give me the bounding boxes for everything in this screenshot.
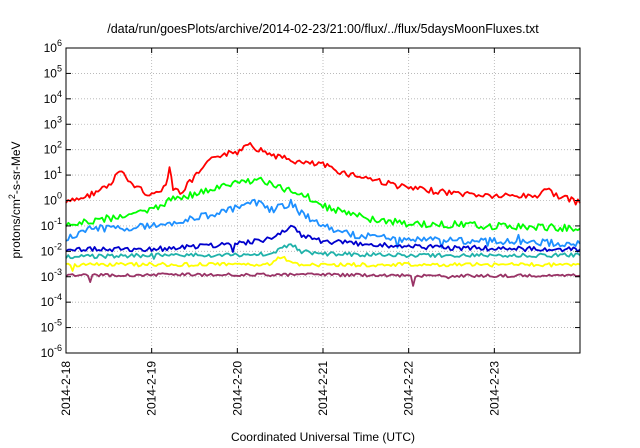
x-tick-label: 2014-2-18	[59, 361, 73, 416]
y-tick-label: 10-5	[41, 318, 62, 335]
y-tick-label: 10-3	[41, 267, 62, 284]
y-tick-label: 101	[44, 165, 62, 182]
series-line	[65, 176, 581, 233]
grid	[66, 48, 580, 353]
y-tick-label: 10-2	[41, 241, 62, 258]
y-tick-label: 102	[44, 140, 62, 157]
y-tick-label: 104	[44, 89, 62, 106]
y-tick-label: 106	[44, 38, 62, 55]
y-tick-label: 10-1	[41, 216, 62, 233]
y-axis-label: protons/cm2-s-sr-MeV	[7, 141, 23, 258]
x-tick-label: 2014-2-23	[487, 361, 501, 416]
y-tick-label: 105	[44, 63, 62, 80]
y-tick-label: 103	[44, 114, 62, 131]
y-tick-label: 100	[44, 191, 62, 208]
x-tick-label: 2014-2-20	[230, 361, 244, 416]
chart-title: /data/run/goesPlots/archive/2014-02-23/2…	[107, 22, 539, 36]
x-axis: 2014-2-18 2014-2-19 2014-2-20 2014-2-21 2014…	[59, 48, 501, 416]
series-line	[65, 255, 581, 272]
series-line	[65, 198, 581, 249]
x-tick-label: 2014-2-22	[402, 361, 416, 416]
series-line	[65, 272, 581, 287]
x-tick-label: 2014-2-19	[145, 361, 159, 416]
series-line	[65, 243, 581, 260]
series-line	[65, 224, 581, 253]
y-tick-label: 10-6	[41, 343, 62, 360]
y-tick-label: 10-4	[41, 292, 62, 309]
x-axis-label: Coordinated Universal Time (UTC)	[231, 430, 415, 444]
y-axis: 10-6 10-5 10-4 10-3 10-2 10-1 100 101 102 103 104 1…	[41, 38, 580, 360]
series-line	[65, 142, 581, 206]
series-layer	[65, 142, 581, 287]
x-tick-label: 2014-2-21	[316, 361, 330, 416]
